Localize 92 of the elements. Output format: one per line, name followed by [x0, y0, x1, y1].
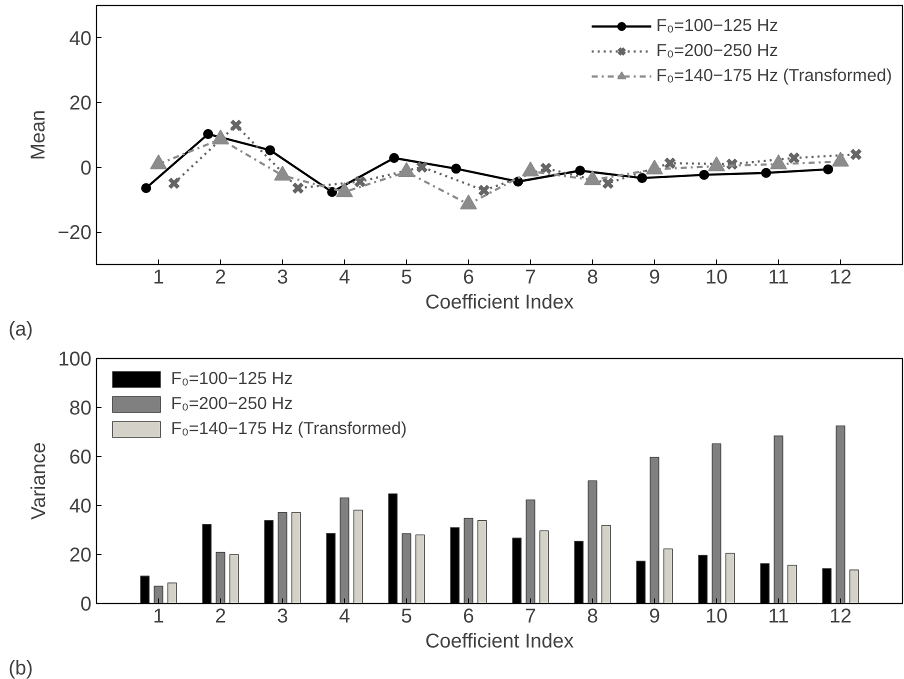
- y-tick-label: 40: [69, 496, 92, 518]
- bar: [601, 524, 611, 604]
- point: [141, 183, 152, 194]
- point: [327, 186, 338, 197]
- point: [699, 170, 710, 180]
- point: [265, 145, 276, 156]
- x-tick-label: 1: [152, 606, 164, 628]
- y-tick-label: 0: [80, 157, 92, 180]
- legend-label: F₀=100−125 Hz: [171, 368, 293, 389]
- x-tick-label: 4: [338, 606, 350, 628]
- point: [416, 160, 428, 174]
- y-tick-label: 60: [69, 446, 92, 468]
- bar: [353, 510, 363, 604]
- legend-label: F₀=100−125 Hz: [656, 15, 778, 36]
- point: [664, 156, 676, 170]
- point: [761, 168, 772, 178]
- y-tick-label: 20: [69, 544, 92, 566]
- text: (a): [8, 318, 33, 340]
- point: [203, 129, 214, 140]
- x-tick-label: 2: [214, 606, 226, 628]
- y-tick-label: 20: [69, 92, 92, 115]
- bar: [588, 480, 598, 604]
- x-tick-label: 12: [829, 266, 852, 288]
- bar: [650, 456, 660, 604]
- x-tick-label: 11: [768, 606, 789, 628]
- x-tick-label: 4: [338, 266, 350, 288]
- legend-label: F₀=200−250 Hz: [656, 40, 778, 61]
- bar: [464, 518, 474, 604]
- x-tick-label: 9: [648, 606, 660, 628]
- y-tick-label: 0: [80, 594, 92, 616]
- bar: [849, 570, 859, 604]
- x-tick-label: 8: [586, 266, 598, 288]
- point: [292, 182, 304, 194]
- x-tick-label: 6: [462, 266, 474, 288]
- point: [575, 166, 586, 176]
- point: [168, 176, 180, 190]
- bar: [725, 552, 735, 604]
- y-tick-label: 100: [58, 348, 92, 370]
- x-tick-label: 10: [705, 266, 728, 288]
- x-tick-label: 1: [152, 266, 164, 288]
- point: [823, 164, 834, 174]
- x-tick-label: 12: [829, 606, 852, 628]
- x-tick-label: 8: [586, 606, 598, 628]
- bar: [787, 564, 797, 604]
- bar: [291, 512, 301, 604]
- bar: [154, 586, 164, 604]
- x-tick-label: 3: [276, 266, 288, 288]
- bar: [278, 512, 288, 604]
- point: [850, 148, 862, 161]
- bar: [402, 533, 412, 604]
- x-tick-label: 5: [400, 266, 412, 288]
- x-axis-title: Coefficient Index: [425, 292, 574, 314]
- x-axis-title: Coefficient Index: [425, 630, 574, 652]
- point: [637, 173, 648, 184]
- point: [389, 152, 400, 163]
- y-axis-title: Variance: [28, 442, 50, 520]
- point: [540, 162, 552, 175]
- legend-label: F₀=140−175 Hz (Transformed): [656, 65, 892, 86]
- x-tick-label: 9: [648, 266, 660, 288]
- point: [451, 164, 462, 174]
- point: [230, 119, 242, 132]
- bar: [415, 534, 425, 604]
- x-tick-label: 6: [462, 606, 474, 628]
- bar: [216, 552, 226, 604]
- point: [788, 152, 800, 164]
- point: [478, 184, 490, 197]
- bar: [539, 530, 549, 604]
- x-tick-label: 7: [524, 606, 536, 628]
- bar: [167, 582, 177, 604]
- bar: [340, 498, 350, 604]
- x-tick-label: 10: [705, 606, 728, 628]
- bar: [526, 499, 536, 604]
- x-tick-label: 5: [400, 606, 412, 628]
- y-axis-title: Mean: [28, 110, 50, 160]
- bar: [229, 554, 239, 604]
- legend-label: F₀=200−250 Hz: [171, 393, 293, 414]
- bar: [712, 443, 722, 604]
- x-tick-label: 11: [768, 266, 789, 288]
- legend-label: F₀=140−175 Hz (Transformed): [171, 418, 407, 439]
- bar: [477, 520, 487, 604]
- point: [602, 176, 614, 190]
- bar: [836, 425, 846, 604]
- y-tick-label: −20: [58, 222, 92, 244]
- x-tick-label: 3: [276, 606, 288, 628]
- text: (b): [8, 658, 33, 679]
- bar: [663, 548, 673, 604]
- point: [354, 175, 366, 188]
- bar: [774, 436, 784, 604]
- x-tick-label: 7: [524, 266, 536, 288]
- x-tick-label: 2: [214, 266, 226, 288]
- y-tick-label: 40: [69, 28, 92, 50]
- y-tick-label: 80: [69, 398, 92, 420]
